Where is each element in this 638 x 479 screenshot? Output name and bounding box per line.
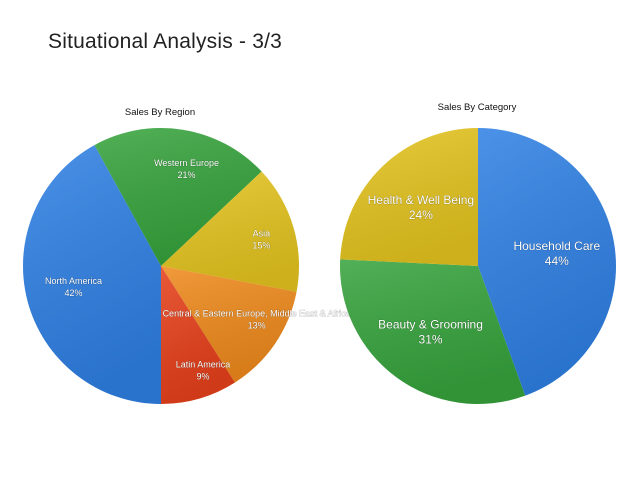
slide-title: Situational Analysis - 3/3 (48, 30, 282, 53)
region-label-western-europe: Western Europe (154, 158, 219, 168)
category-slice-shading (340, 128, 478, 266)
category-label-health-well-being: Health & Well Being (368, 193, 475, 207)
region-slice-shading (161, 266, 235, 404)
category-slice-shading (340, 259, 526, 404)
region-value-asia: 15% (252, 240, 270, 250)
region-value-western-europe: 21% (178, 170, 196, 180)
region-value-north-america: 42% (64, 288, 82, 298)
region-value-central-eastern-europe-middle-east-africa: 13% (248, 321, 266, 331)
region-label-latin-america: Latin America (176, 359, 231, 369)
region-slice-shading (22, 145, 161, 405)
category-slice-shading (478, 128, 617, 396)
category-chart-title: Sales By Category (438, 102, 517, 113)
region-slice-shading (161, 266, 297, 383)
region-pie: North America 42% Western Europe 21% Asia 15%… (22, 127, 351, 405)
category-label-household-care: Household Care (513, 239, 600, 253)
region-label-north-america: North America (45, 276, 102, 286)
category-value-household-care: 44% (545, 254, 569, 268)
region-slice-shading (94, 127, 262, 266)
category-label-beauty-grooming: Beauty & Grooming (378, 317, 483, 331)
region-label-central-eastern-europe-middle-east-africa: Central & Eastern Europe, Middle East & … (163, 309, 351, 319)
region-slice-shading (161, 171, 299, 292)
category-value-beauty-grooming: 31% (419, 332, 443, 346)
region-label-asia: Asia (253, 228, 271, 238)
region-chart-title: Sales By Region (125, 107, 195, 118)
region-value-latin-america: 9% (197, 371, 210, 381)
category-value-health-well-being: 24% (409, 208, 433, 222)
